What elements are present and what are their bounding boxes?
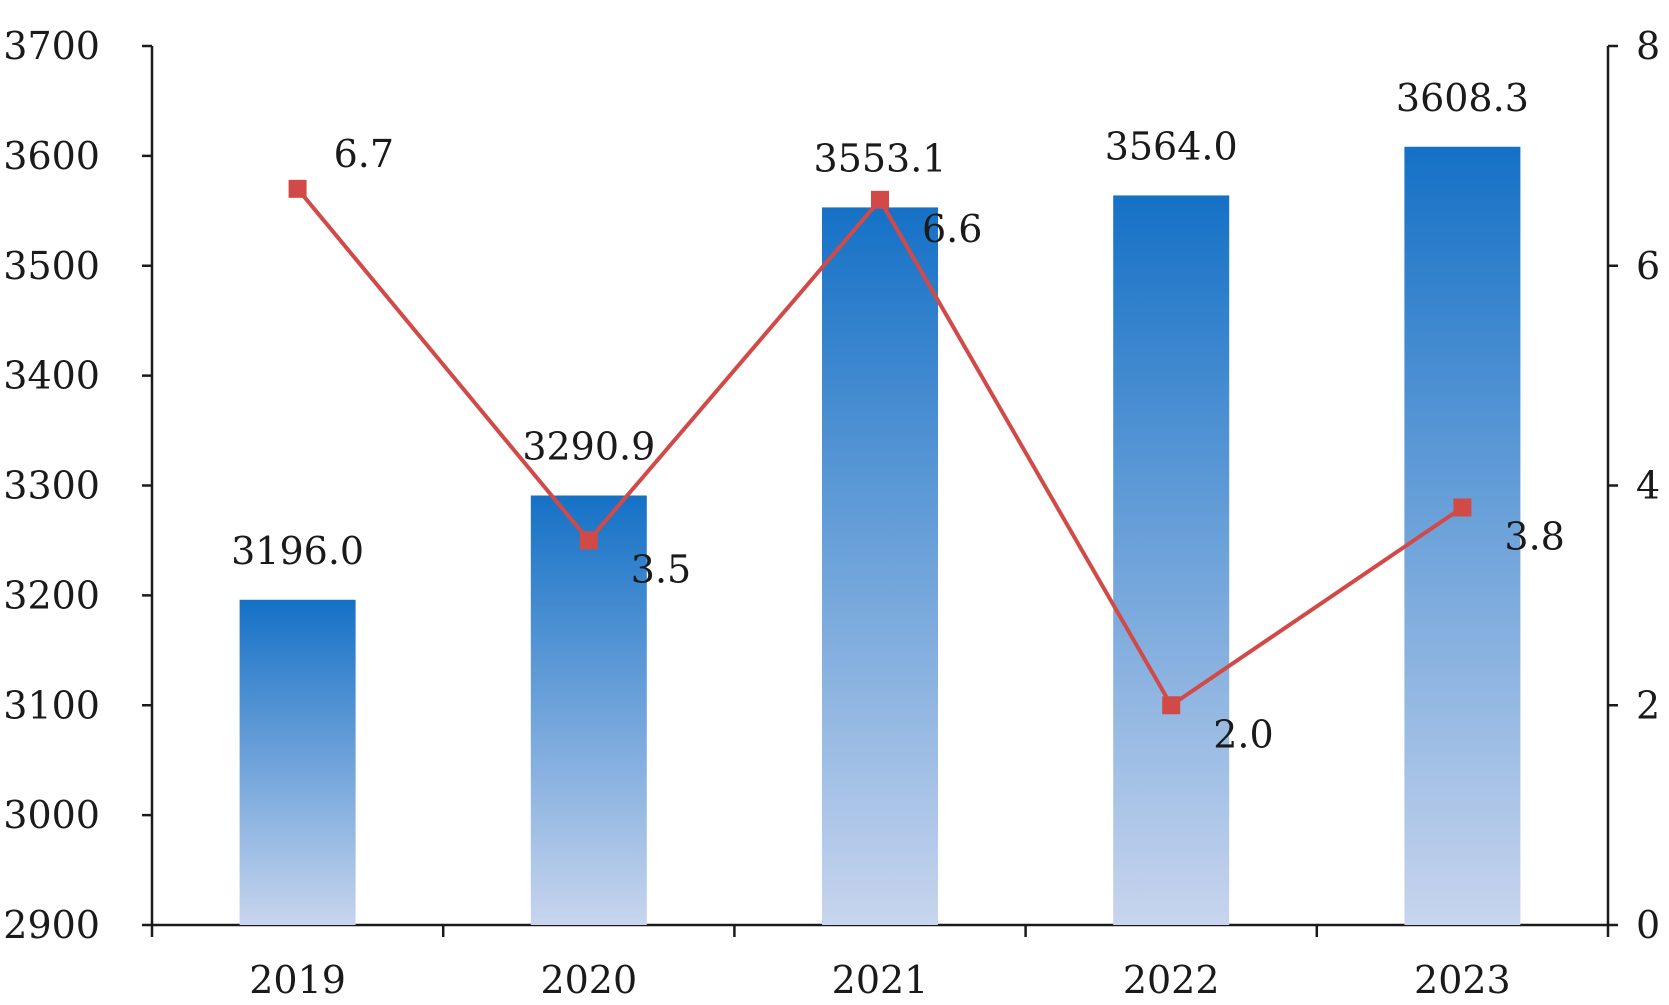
bar-value-label: 3564.0 (1105, 124, 1238, 168)
y-left-tick-label: 3500 (3, 244, 100, 288)
line-marker (1453, 498, 1472, 517)
y-left-tick-label: 3300 (3, 464, 100, 508)
y-right-tick-label: 8 (1636, 24, 1660, 68)
bar (239, 599, 356, 925)
line-marker (579, 531, 598, 550)
y-right-tick-label: 2 (1636, 683, 1660, 727)
bar-value-label: 3553.1 (814, 136, 947, 180)
y-left-tick-label: 3600 (3, 134, 100, 178)
y-left-tick-label: 3100 (3, 683, 100, 727)
line-value-label: 6.7 (334, 132, 394, 176)
y-left-tick-label: 3200 (3, 573, 100, 617)
y-right-tick-label: 6 (1636, 244, 1660, 288)
bar-value-label: 3608.3 (1396, 76, 1529, 120)
y-left-tick-label: 3000 (3, 793, 100, 837)
bar-value-label: 3290.9 (522, 424, 655, 468)
bar (1113, 195, 1230, 925)
y-left-tick-label: 3700 (3, 24, 100, 68)
line-value-label: 6.6 (922, 207, 982, 251)
bar-value-label: 3196.0 (231, 529, 364, 573)
bar (530, 495, 647, 925)
line-marker (288, 179, 307, 198)
line-series (288, 179, 1472, 715)
x-tick-label: 2022 (1123, 958, 1220, 1002)
bar-series (239, 146, 1521, 925)
axes: 2900 3000 3100 3200 3300 3400 3500 3600 3700 0 2 4 6… (3, 24, 1660, 1002)
y-right-tick-label: 0 (1636, 903, 1660, 947)
data-labels: 3196.0 3290.9 3553.1 3564.0 3608.3 6.7 3.5 6.6 2… (231, 76, 1565, 756)
x-tick-label: 2020 (540, 958, 637, 1002)
line-marker (1162, 696, 1181, 715)
y-right-tick-label: 4 (1636, 464, 1660, 508)
line-marker (871, 190, 889, 209)
line-value-label: 3.8 (1504, 514, 1564, 558)
line-value-label: 2.0 (1213, 712, 1273, 756)
x-tick-label: 2019 (249, 958, 346, 1002)
bar (822, 207, 938, 925)
y-left-tick-label: 2900 (3, 903, 100, 947)
x-tick-label: 2021 (832, 958, 929, 1002)
x-tick-label: 2023 (1414, 958, 1511, 1002)
y-left-tick-label: 3400 (3, 354, 100, 398)
line-value-label: 3.5 (631, 547, 691, 591)
